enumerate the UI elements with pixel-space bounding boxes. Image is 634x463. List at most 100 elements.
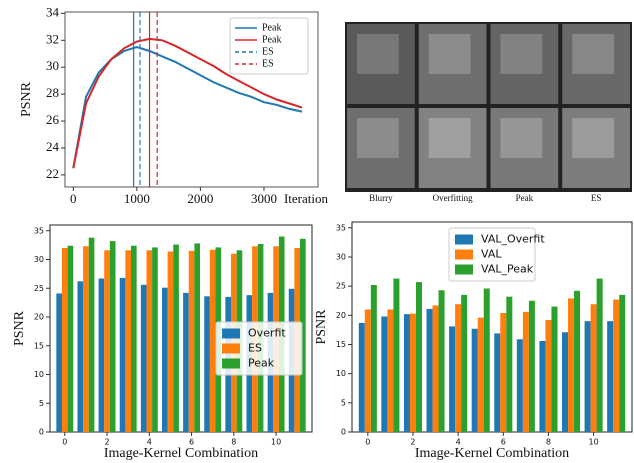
bar — [300, 238, 306, 432]
x-axis-label: Iteration — [284, 191, 329, 206]
x-tick-label: 2000 — [187, 191, 213, 206]
y-tick-label: 30 — [46, 58, 59, 73]
bar — [494, 333, 501, 432]
y-tick-label: 10 — [34, 370, 44, 379]
y-tick-label: 35 — [336, 223, 346, 232]
y-tick-label: 25 — [336, 282, 346, 291]
bar — [161, 287, 168, 432]
bar — [140, 284, 147, 432]
bar — [432, 305, 439, 432]
bar — [409, 313, 416, 432]
bar — [461, 294, 468, 432]
bar — [551, 306, 558, 432]
x-tick-label: 1000 — [124, 191, 150, 206]
bar — [506, 296, 513, 432]
bar — [358, 322, 365, 432]
image-detail — [428, 34, 471, 74]
y-tick-label: 20 — [336, 311, 346, 320]
bar — [403, 314, 410, 432]
image-grid: Blurry Overfitting Peak ES — [345, 22, 632, 203]
y-tick-label: 22 — [46, 166, 59, 181]
bar — [584, 321, 591, 432]
y-tick-label: 28 — [46, 85, 59, 100]
bar — [104, 250, 110, 432]
bar — [596, 278, 603, 432]
bar — [449, 326, 456, 432]
y-axis-label: PSNR — [314, 309, 329, 345]
legend-label: VAL_Peak — [481, 263, 534, 276]
x-tick-label: 6 — [501, 438, 506, 447]
bar — [516, 339, 523, 432]
y-tick-label: 30 — [336, 253, 346, 262]
y-axis-label: PSNR — [19, 81, 34, 117]
y-tick-label: 5 — [39, 399, 44, 408]
bar — [125, 250, 131, 432]
y-tick-label: 34 — [46, 4, 60, 19]
bar — [381, 316, 388, 432]
bar — [194, 243, 201, 432]
legend-label: Peak — [262, 22, 281, 33]
y-tick-label: 30 — [34, 255, 44, 264]
bar — [562, 332, 569, 432]
bar — [204, 296, 210, 432]
x-tick-label: 10 — [271, 438, 281, 447]
x-tick-label: 4 — [147, 438, 152, 447]
image-detail — [500, 34, 543, 74]
x-tick-label: 0 — [70, 191, 77, 206]
x-tick-label: 8 — [546, 438, 551, 447]
bar — [574, 290, 581, 432]
legend-box — [229, 17, 309, 75]
legend-swatch — [455, 264, 473, 275]
image-label: Blurry — [369, 193, 393, 203]
bar — [471, 328, 478, 432]
bar — [183, 292, 189, 432]
legend-label: ES — [248, 342, 262, 355]
image-detail — [357, 118, 399, 158]
bar — [67, 245, 74, 432]
bar — [167, 251, 174, 432]
bar — [152, 247, 158, 432]
bar — [364, 309, 371, 432]
legend-swatch — [222, 328, 240, 339]
x-tick-label: 2 — [105, 438, 110, 447]
bar — [119, 277, 126, 432]
image-label: Overfitting — [433, 193, 473, 203]
line-series — [72, 37, 303, 169]
legend-label: VAL — [481, 248, 502, 261]
bar — [568, 298, 575, 432]
y-tick-label: 15 — [336, 340, 346, 349]
bar — [188, 250, 195, 432]
bar — [455, 304, 462, 432]
legend-label: ES — [262, 58, 274, 69]
plot-frame — [351, 221, 633, 433]
bar — [83, 246, 89, 432]
image-label: ES — [591, 193, 602, 203]
legend-label: Peak — [248, 357, 275, 370]
y-tick-label: 10 — [336, 369, 346, 378]
image-detail — [500, 118, 543, 158]
legend-label: VAL_Overfit — [481, 233, 545, 246]
x-tick-label: 0 — [62, 438, 67, 447]
plot-frame — [49, 224, 313, 433]
bar — [619, 294, 626, 432]
legend-swatch — [222, 343, 240, 354]
bar — [173, 244, 179, 432]
bar — [387, 309, 394, 432]
x-tick-label: 3000 — [251, 191, 277, 206]
bar — [522, 311, 529, 432]
legend-swatch — [455, 234, 473, 245]
y-tick-label: 15 — [34, 341, 44, 350]
y-axis-label: PSNR — [12, 310, 27, 346]
y-tick-label: 24 — [46, 139, 60, 154]
image-detail — [572, 118, 614, 158]
bar — [415, 282, 422, 432]
legend-swatch — [455, 249, 473, 260]
bar — [209, 249, 216, 432]
bar — [56, 293, 62, 432]
y-tick-label: 25 — [34, 284, 44, 293]
bar — [545, 320, 552, 432]
image-detail — [357, 34, 399, 74]
y-tick-label: 20 — [34, 313, 44, 322]
x-tick-label: 6 — [189, 438, 194, 447]
